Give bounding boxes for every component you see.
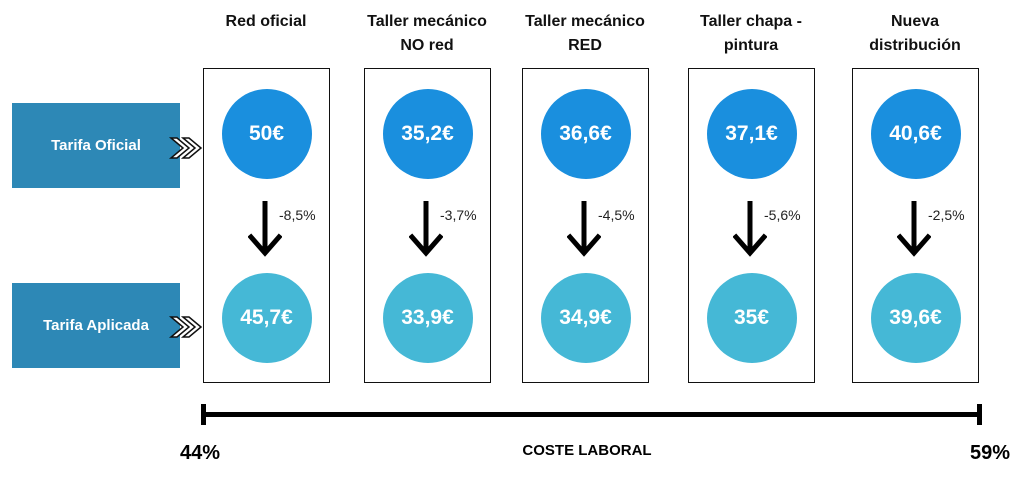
down-arrow-icon — [567, 201, 601, 257]
official-rate-circle: 36,6€ — [540, 89, 631, 179]
change-percentage: -3,7% — [440, 207, 477, 223]
column-box: 36,6€ -4,5% 34,9€ — [522, 68, 649, 383]
down-arrow-icon — [409, 201, 443, 257]
down-arrow-icon — [897, 201, 931, 257]
column-header: Taller mecánico RED — [525, 13, 645, 54]
applied-rate-circle: 45,7€ — [221, 273, 312, 363]
official-rate-circle: 35,2€ — [382, 89, 473, 179]
column-header: Taller chapa - pintura — [700, 13, 802, 54]
tarifa-oficial-text: Tarifa Oficial — [51, 137, 141, 154]
applied-rate-circle: 33,9€ — [382, 273, 473, 363]
change-percentage: -8,5% — [279, 207, 316, 223]
tarifa-aplicada-text: Tarifa Aplicada — [43, 317, 149, 334]
official-rate-circle: 40,6€ — [870, 89, 961, 179]
down-arrow-icon — [248, 201, 282, 257]
coste-laboral-axis — [203, 412, 980, 417]
column-box: 40,6€ -2,5% 39,6€ — [852, 68, 979, 383]
axis-right-cap — [977, 404, 982, 425]
official-rate-circle: 37,1€ — [706, 89, 797, 179]
double-chevron-right-icon — [168, 316, 203, 338]
double-chevron-right-icon — [168, 137, 203, 159]
applied-rate-circle: 35€ — [706, 273, 797, 363]
column-header: Taller mecánico NO red — [367, 13, 487, 54]
tarifa-aplicada-label: Tarifa Aplicada — [12, 283, 180, 368]
down-arrow-icon — [733, 201, 767, 257]
applied-rate-circle: 39,6€ — [870, 273, 961, 363]
column-header: Nueva distribución — [869, 13, 961, 54]
axis-left-value: 44% — [180, 442, 221, 464]
official-rate-circle: 50€ — [221, 89, 312, 179]
axis-title: COSTE LABORAL — [522, 442, 652, 459]
column-box: 37,1€ -5,6% 35€ — [688, 68, 815, 383]
axis-right-value: 59% — [970, 442, 1011, 464]
change-percentage: -2,5% — [928, 207, 965, 223]
column-box: 50€ -8,5% 45,7€ — [203, 68, 330, 383]
applied-rate-circle: 34,9€ — [540, 273, 631, 363]
tarifa-oficial-label: Tarifa Oficial — [12, 103, 180, 188]
column-box: 35,2€ -3,7% 33,9€ — [364, 68, 491, 383]
change-percentage: -5,6% — [764, 207, 801, 223]
change-percentage: -4,5% — [598, 207, 635, 223]
column-header: Red oficial — [225, 13, 307, 30]
